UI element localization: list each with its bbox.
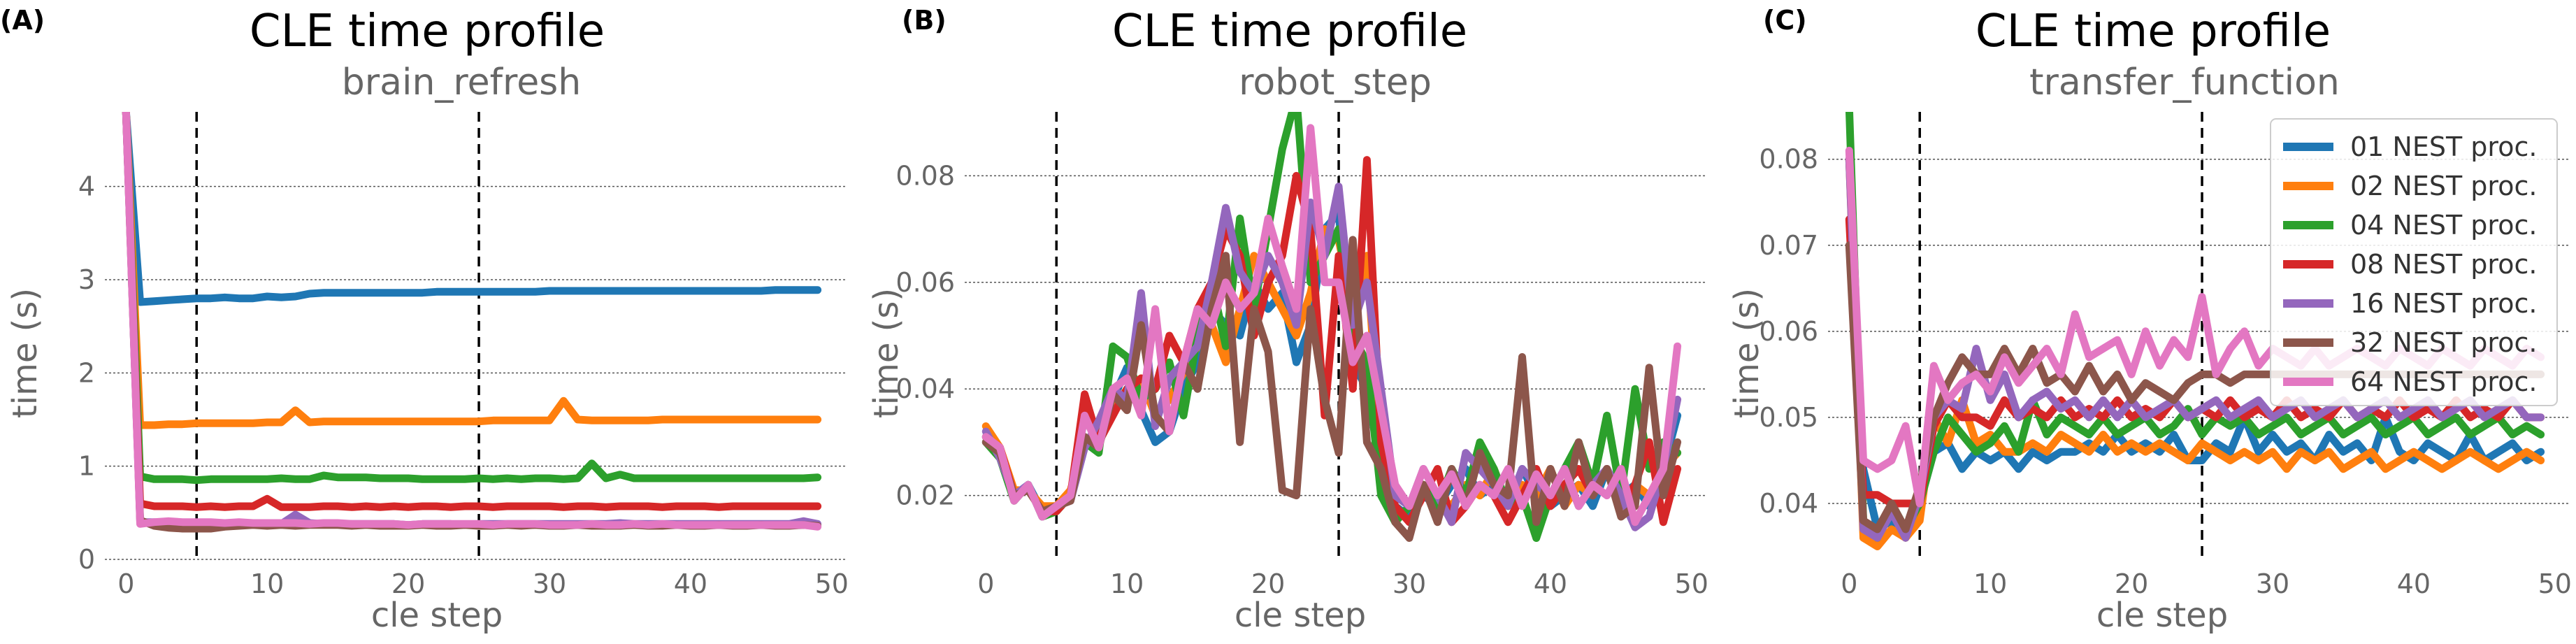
series-line — [122, 112, 822, 529]
x-tick-label: 0 — [117, 568, 134, 599]
x-tick-label: 40 — [1534, 568, 1567, 599]
x-tick-label: 0 — [1841, 568, 1857, 599]
legend-entry: 16 NEST proc. — [2350, 288, 2537, 319]
series-line — [122, 112, 822, 306]
chart-subtitle: transfer_function — [2029, 62, 2340, 103]
y-tick-label: 3 — [78, 264, 95, 295]
panel-label: (A) — [0, 5, 45, 36]
y-tick-label: 0 — [78, 544, 95, 575]
series-line — [981, 124, 1682, 527]
x-tick-label: 30 — [1393, 568, 1426, 599]
x-tick-label: 30 — [533, 568, 566, 599]
legend-entry: 01 NEST proc. — [2350, 131, 2537, 162]
y-tick-label: 0.02 — [895, 480, 955, 511]
x-tick-label: 50 — [815, 568, 849, 599]
y-tick-label: 0.06 — [895, 267, 955, 298]
chart-title: CLE time profile — [250, 6, 605, 57]
x-axis-label: cle step — [2096, 596, 2228, 635]
series-line — [122, 112, 822, 485]
chart-subtitle: robot_step — [1239, 62, 1432, 103]
panel-label: (C) — [1763, 5, 1807, 36]
legend: 01 NEST proc. 02 NEST proc. 04 NEST proc. 0… — [2270, 118, 2558, 406]
chart-title: CLE time profile — [1112, 6, 1467, 57]
legend-entry: 04 NEST proc. — [2350, 210, 2537, 241]
y-axis-label: time (s) — [6, 288, 45, 418]
panel-a: (A) CLE time profile brain_refresh cle s… — [0, 5, 849, 635]
y-axis-label: time (s) — [1727, 288, 1766, 418]
x-tick-label: 20 — [1251, 568, 1285, 599]
series-line — [122, 112, 822, 429]
y-tick-label: 0.07 — [1759, 230, 1818, 261]
y-tick-label: 0.08 — [1759, 144, 1818, 175]
series-line — [1845, 155, 2545, 542]
x-tick-label: 50 — [1675, 568, 1708, 599]
legend-box — [2270, 118, 2558, 406]
chart-subtitle: brain_refresh — [342, 62, 581, 103]
series-line — [1845, 112, 2545, 542]
x-tick-label: 50 — [2538, 568, 2572, 599]
series-line — [122, 112, 822, 511]
x-tick-label: 40 — [674, 568, 707, 599]
y-tick-label: 4 — [78, 171, 95, 202]
x-tick-label: 0 — [977, 568, 994, 599]
y-tick-label: 0.04 — [895, 373, 955, 404]
legend-entry: 32 NEST proc. — [2350, 327, 2537, 358]
tick-labels: 0.04 0.05 0.06 0.07 0.08 0 10 20 30 40 50 — [1759, 144, 2572, 599]
tick-labels: 0.02 0.04 0.06 0.08 0 10 20 30 40 50 — [895, 160, 1708, 599]
x-tick-label: 20 — [2115, 568, 2148, 599]
reference-lines — [1918, 112, 2203, 559]
y-tick-label: 2 — [78, 357, 95, 388]
reference-lines — [1055, 112, 1340, 559]
x-tick-label: 20 — [391, 568, 425, 599]
legend-entry: 64 NEST proc. — [2350, 366, 2537, 397]
legend-entry: 08 NEST proc. — [2350, 249, 2537, 280]
y-axis-label: time (s) — [867, 288, 906, 418]
x-tick-label: 10 — [1973, 568, 2007, 599]
reference-lines — [195, 112, 480, 559]
y-tick-label: 0.08 — [895, 160, 955, 191]
x-tick-label: 10 — [1110, 568, 1144, 599]
chart-title: CLE time profile — [1976, 6, 2331, 57]
panel-label: (B) — [902, 5, 947, 36]
panel-b: (B) CLE time profile robot_step cle step… — [867, 5, 1708, 635]
x-axis-label: cle step — [1235, 596, 1366, 635]
x-axis-label: cle step — [371, 596, 503, 635]
series-lines — [981, 112, 1682, 542]
gridlines — [105, 185, 846, 560]
panel-c: (C) CLE time profile transfer_function c… — [1727, 5, 2572, 635]
x-tick-label: 40 — [2397, 568, 2431, 599]
series-lines — [122, 112, 822, 533]
x-tick-label: 30 — [2256, 568, 2289, 599]
legend-entry: 02 NEST proc. — [2350, 171, 2537, 201]
y-tick-label: 0.05 — [1759, 402, 1818, 433]
series-line — [122, 112, 822, 531]
y-tick-label: 1 — [78, 451, 95, 482]
y-tick-label: 0.06 — [1759, 316, 1818, 347]
y-tick-label: 0.04 — [1759, 488, 1818, 519]
x-tick-label: 10 — [250, 568, 284, 599]
